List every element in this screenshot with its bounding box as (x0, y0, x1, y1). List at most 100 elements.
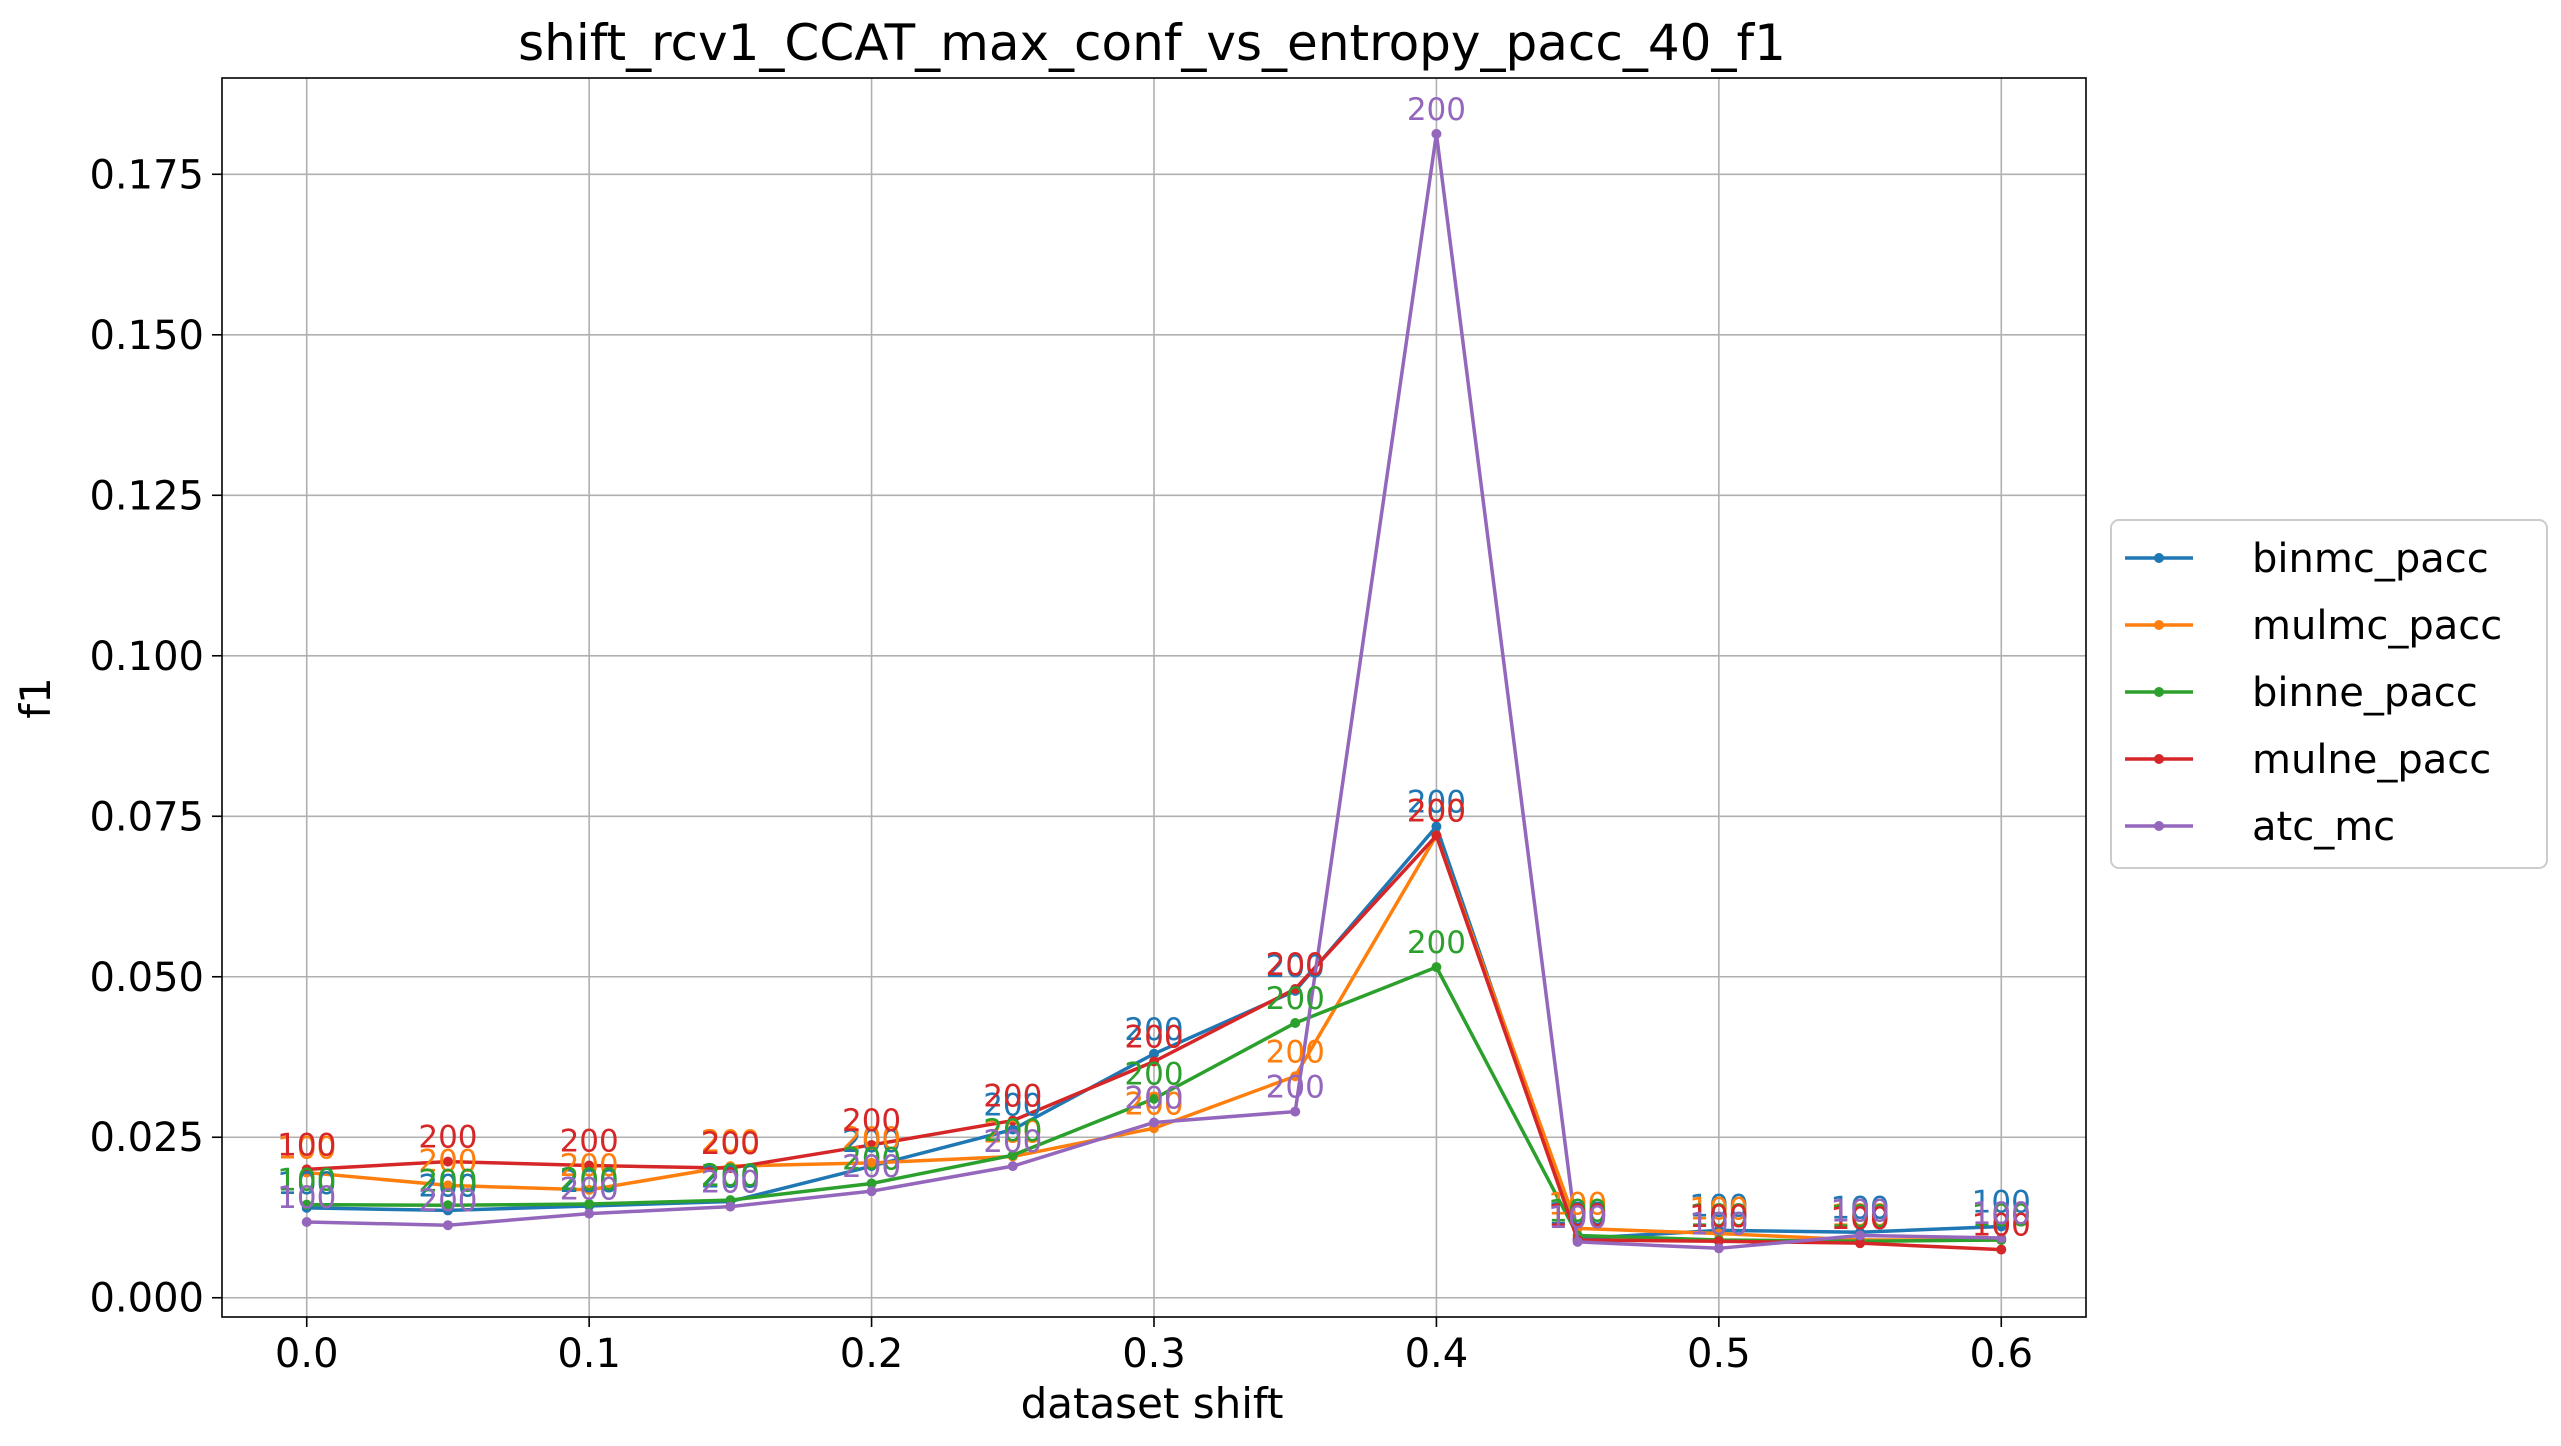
data-point-atc_mc (1007, 1161, 1018, 1172)
data-point-mulne_pacc (1290, 983, 1301, 994)
data-point-binmc_pacc (1431, 821, 1442, 832)
data-point-mulne_pacc (442, 1156, 453, 1167)
data-label-binmc_pacc: 200 (1407, 785, 1466, 821)
data-point-mulne_pacc (1713, 1236, 1724, 1247)
data-label-binne_pacc: 100 (1548, 1193, 1607, 1229)
data-label-mulmc_pacc: 100 (277, 1131, 336, 1167)
legend-marker (2154, 553, 2164, 563)
data-label-atc_mc: 100 (1972, 1196, 2031, 1232)
legend: binmc_pacc mulmc_pacc binne_pacc mulne_pacc… (2110, 519, 2548, 869)
data-point-mulmc_pacc (1290, 1071, 1301, 1082)
x-tick-label: 0.6 (1969, 1331, 2033, 1377)
data-label-binmc_pacc: 200 (1124, 1012, 1183, 1048)
x-tick-label: 0.0 (275, 1331, 339, 1377)
y-tick-label: 0.050 (89, 955, 204, 1001)
data-point-binmc_pacc (1149, 1048, 1159, 1059)
data-label-mulmc_pacc: 100 (1548, 1186, 1607, 1222)
data-label-mulne_pacc: 200 (1407, 794, 1466, 830)
data-label-atc_mc: 200 (1266, 1070, 1325, 1106)
y-tick-label: 0.125 (89, 473, 204, 519)
data-point-mulne_pacc (866, 1139, 877, 1150)
x-tick-label: 0.5 (1687, 1331, 1751, 1377)
data-point-binmc_pacc (1007, 1124, 1018, 1135)
data-label-binmc_pacc: 200 (983, 1088, 1042, 1124)
legend-marker (2154, 620, 2164, 630)
data-label-binmc_pacc: 100 (1548, 1197, 1607, 1233)
data-label-binne_pacc: 200 (1124, 1057, 1183, 1093)
data-label-binne_pacc: 200 (701, 1158, 760, 1194)
legend-box (2110, 519, 2548, 869)
y-tick-label: 0.175 (89, 152, 204, 198)
data-label-mulmc_pacc: 100 (1972, 1198, 2031, 1234)
data-label-binne_pacc: 100 (1972, 1198, 2031, 1234)
legend-marker (2154, 687, 2164, 697)
data-label-atc_mc: 100 (1830, 1193, 1889, 1229)
grid (222, 78, 2086, 1317)
data-label-mulne_pacc: 200 (842, 1103, 901, 1139)
data-point-binmc_pacc (1996, 1221, 2007, 1232)
data-label-mulne_pacc: 200 (701, 1126, 760, 1162)
data-point-binne_pacc (1431, 962, 1442, 973)
data-point-atc_mc (725, 1201, 736, 1212)
data-label-atc_mc: 200 (1124, 1080, 1183, 1116)
data-label-mulmc_pacc: 200 (1407, 794, 1466, 830)
data-label-binmc_pacc: 100 (277, 1166, 336, 1202)
data-label-mulmc_pacc: 200 (983, 1115, 1042, 1151)
data-label-binmc_pacc: 200 (842, 1124, 901, 1160)
data-label-atc_mc: 200 (560, 1172, 619, 1208)
data-point-atc_mc (1996, 1233, 2007, 1244)
data-label-binmc_pacc: 100 (1689, 1188, 1748, 1224)
data-label-binmc_pacc: 100 (1830, 1190, 1889, 1226)
legend-label-mulmc_pacc: mulmc_pacc (2252, 603, 2502, 649)
data-point-mulne_pacc (301, 1164, 312, 1175)
y-tick-label: 0.075 (89, 794, 204, 840)
data-label-binmc_pacc: 200 (701, 1159, 760, 1195)
data-label-binne_pacc: 200 (983, 1113, 1042, 1149)
data-point-mulmc_pacc (866, 1157, 877, 1168)
data-label-binne_pacc: 200 (842, 1141, 901, 1177)
data-point-binne_pacc (1149, 1093, 1159, 1104)
data-label-mulmc_pacc: 200 (1124, 1086, 1183, 1122)
legend-label-binmc_pacc: binmc_pacc (2252, 536, 2489, 582)
data-label-mulmc_pacc: 100 (1689, 1192, 1748, 1228)
data-label-binne_pacc: 100 (1830, 1199, 1889, 1235)
data-label-atc_mc: 100 (277, 1180, 336, 1216)
data-label-mulne_pacc: 100 (1830, 1201, 1889, 1237)
data-label-binmc_pacc: 100 (1972, 1184, 2031, 1220)
data-point-mulne_pacc (1149, 1056, 1159, 1067)
data-label-mulmc_pacc: 200 (1266, 1034, 1325, 1070)
data-point-atc_mc (442, 1220, 453, 1231)
data-label-atc_mc: 100 (1548, 1200, 1607, 1236)
data-point-atc_mc (1713, 1243, 1724, 1254)
data-point-binne_pacc (866, 1178, 877, 1189)
data-label-atc_mc: 200 (842, 1149, 901, 1185)
data-point-binne_pacc (584, 1199, 595, 1210)
y-tick-label: 0.025 (89, 1115, 204, 1161)
axis-ticks: 0.0 0.1 0.2 0.3 0.4 0.5 0.6 0.000 0.025 0.050 0.07… (89, 152, 2033, 1377)
data-label-binne_pacc: 200 (418, 1163, 477, 1199)
data-point-binne_pacc (442, 1200, 453, 1211)
x-tick-label: 0.1 (557, 1331, 621, 1377)
data-label-mulmc_pacc: 200 (701, 1124, 760, 1160)
data-point-atc_mc (866, 1186, 877, 1197)
data-label-binne_pacc: 200 (560, 1162, 619, 1198)
data-point-atc_mc (1431, 128, 1442, 139)
legend-label-mulne_pacc: mulne_pacc (2252, 737, 2491, 783)
x-tick-label: 0.3 (1122, 1331, 1186, 1377)
legend-marker (2154, 821, 2164, 831)
data-point-mulne_pacc (1855, 1238, 1866, 1249)
data-label-binmc_pacc: 200 (560, 1164, 619, 1200)
data-point-mulmc_pacc (584, 1184, 595, 1195)
data-label-mulne_pacc: 200 (1266, 947, 1325, 983)
data-point-mulne_pacc (1431, 830, 1442, 841)
data-point-atc_mc (584, 1208, 595, 1219)
data-label-mulne_pacc: 200 (560, 1123, 619, 1159)
y-axis-title: f1 (11, 677, 60, 719)
y-tick-label: 0.100 (89, 634, 204, 680)
data-label-mulne_pacc: 200 (418, 1120, 477, 1156)
series-layer (301, 128, 2007, 1255)
data-label-atc_mc: 200 (701, 1165, 760, 1201)
data-label-mulne_pacc: 100 (1548, 1198, 1607, 1234)
